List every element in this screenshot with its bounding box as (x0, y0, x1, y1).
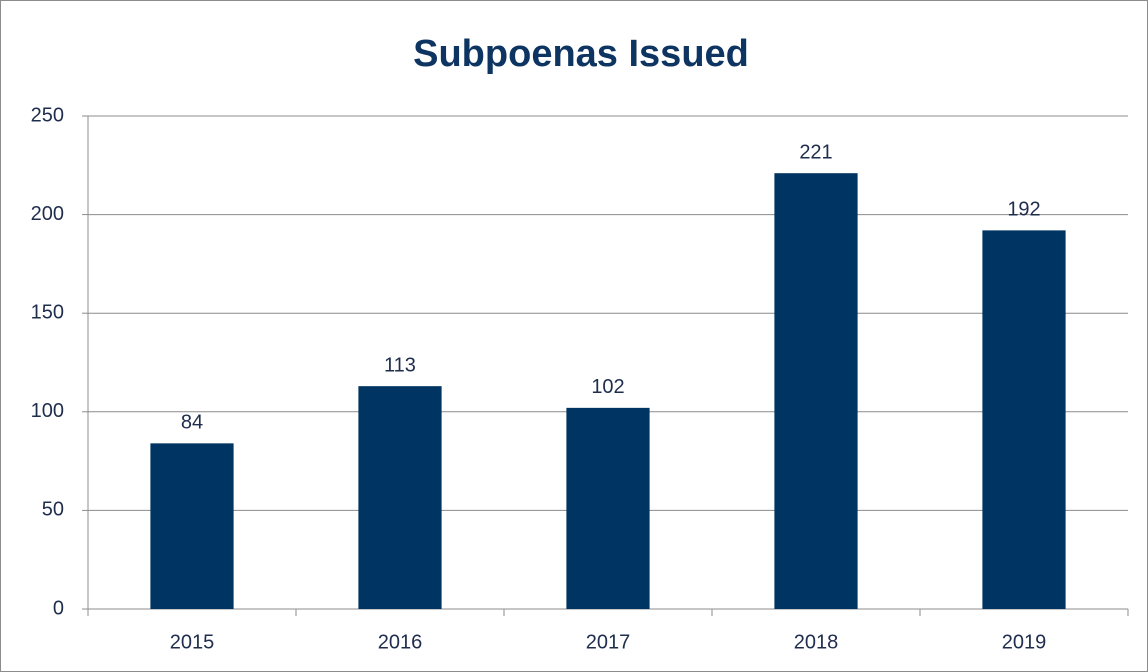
bar (982, 230, 1066, 609)
y-tick-label: 0 (53, 597, 64, 619)
y-tick-label: 150 (31, 301, 64, 323)
y-tick-label: 200 (31, 203, 64, 225)
data-label: 221 (799, 141, 832, 163)
bar (358, 386, 442, 609)
bar (774, 173, 858, 610)
x-tick-label: 2016 (378, 631, 423, 653)
x-tick-label: 2017 (586, 631, 631, 653)
x-tick-label: 2015 (170, 631, 215, 653)
chart-title: Subpoenas Issued (413, 33, 749, 75)
y-tick-label: 250 (31, 104, 64, 126)
y-tick-label: 100 (31, 400, 64, 422)
data-label: 84 (181, 412, 203, 434)
bar (566, 407, 650, 609)
x-tick-label: 2019 (1002, 631, 1047, 653)
bar (150, 443, 234, 609)
data-label: 113 (384, 354, 416, 376)
x-tick-label: 2018 (794, 631, 839, 653)
y-tick-label: 50 (42, 499, 64, 521)
data-label: 192 (1007, 199, 1040, 221)
data-label: 102 (591, 376, 624, 398)
